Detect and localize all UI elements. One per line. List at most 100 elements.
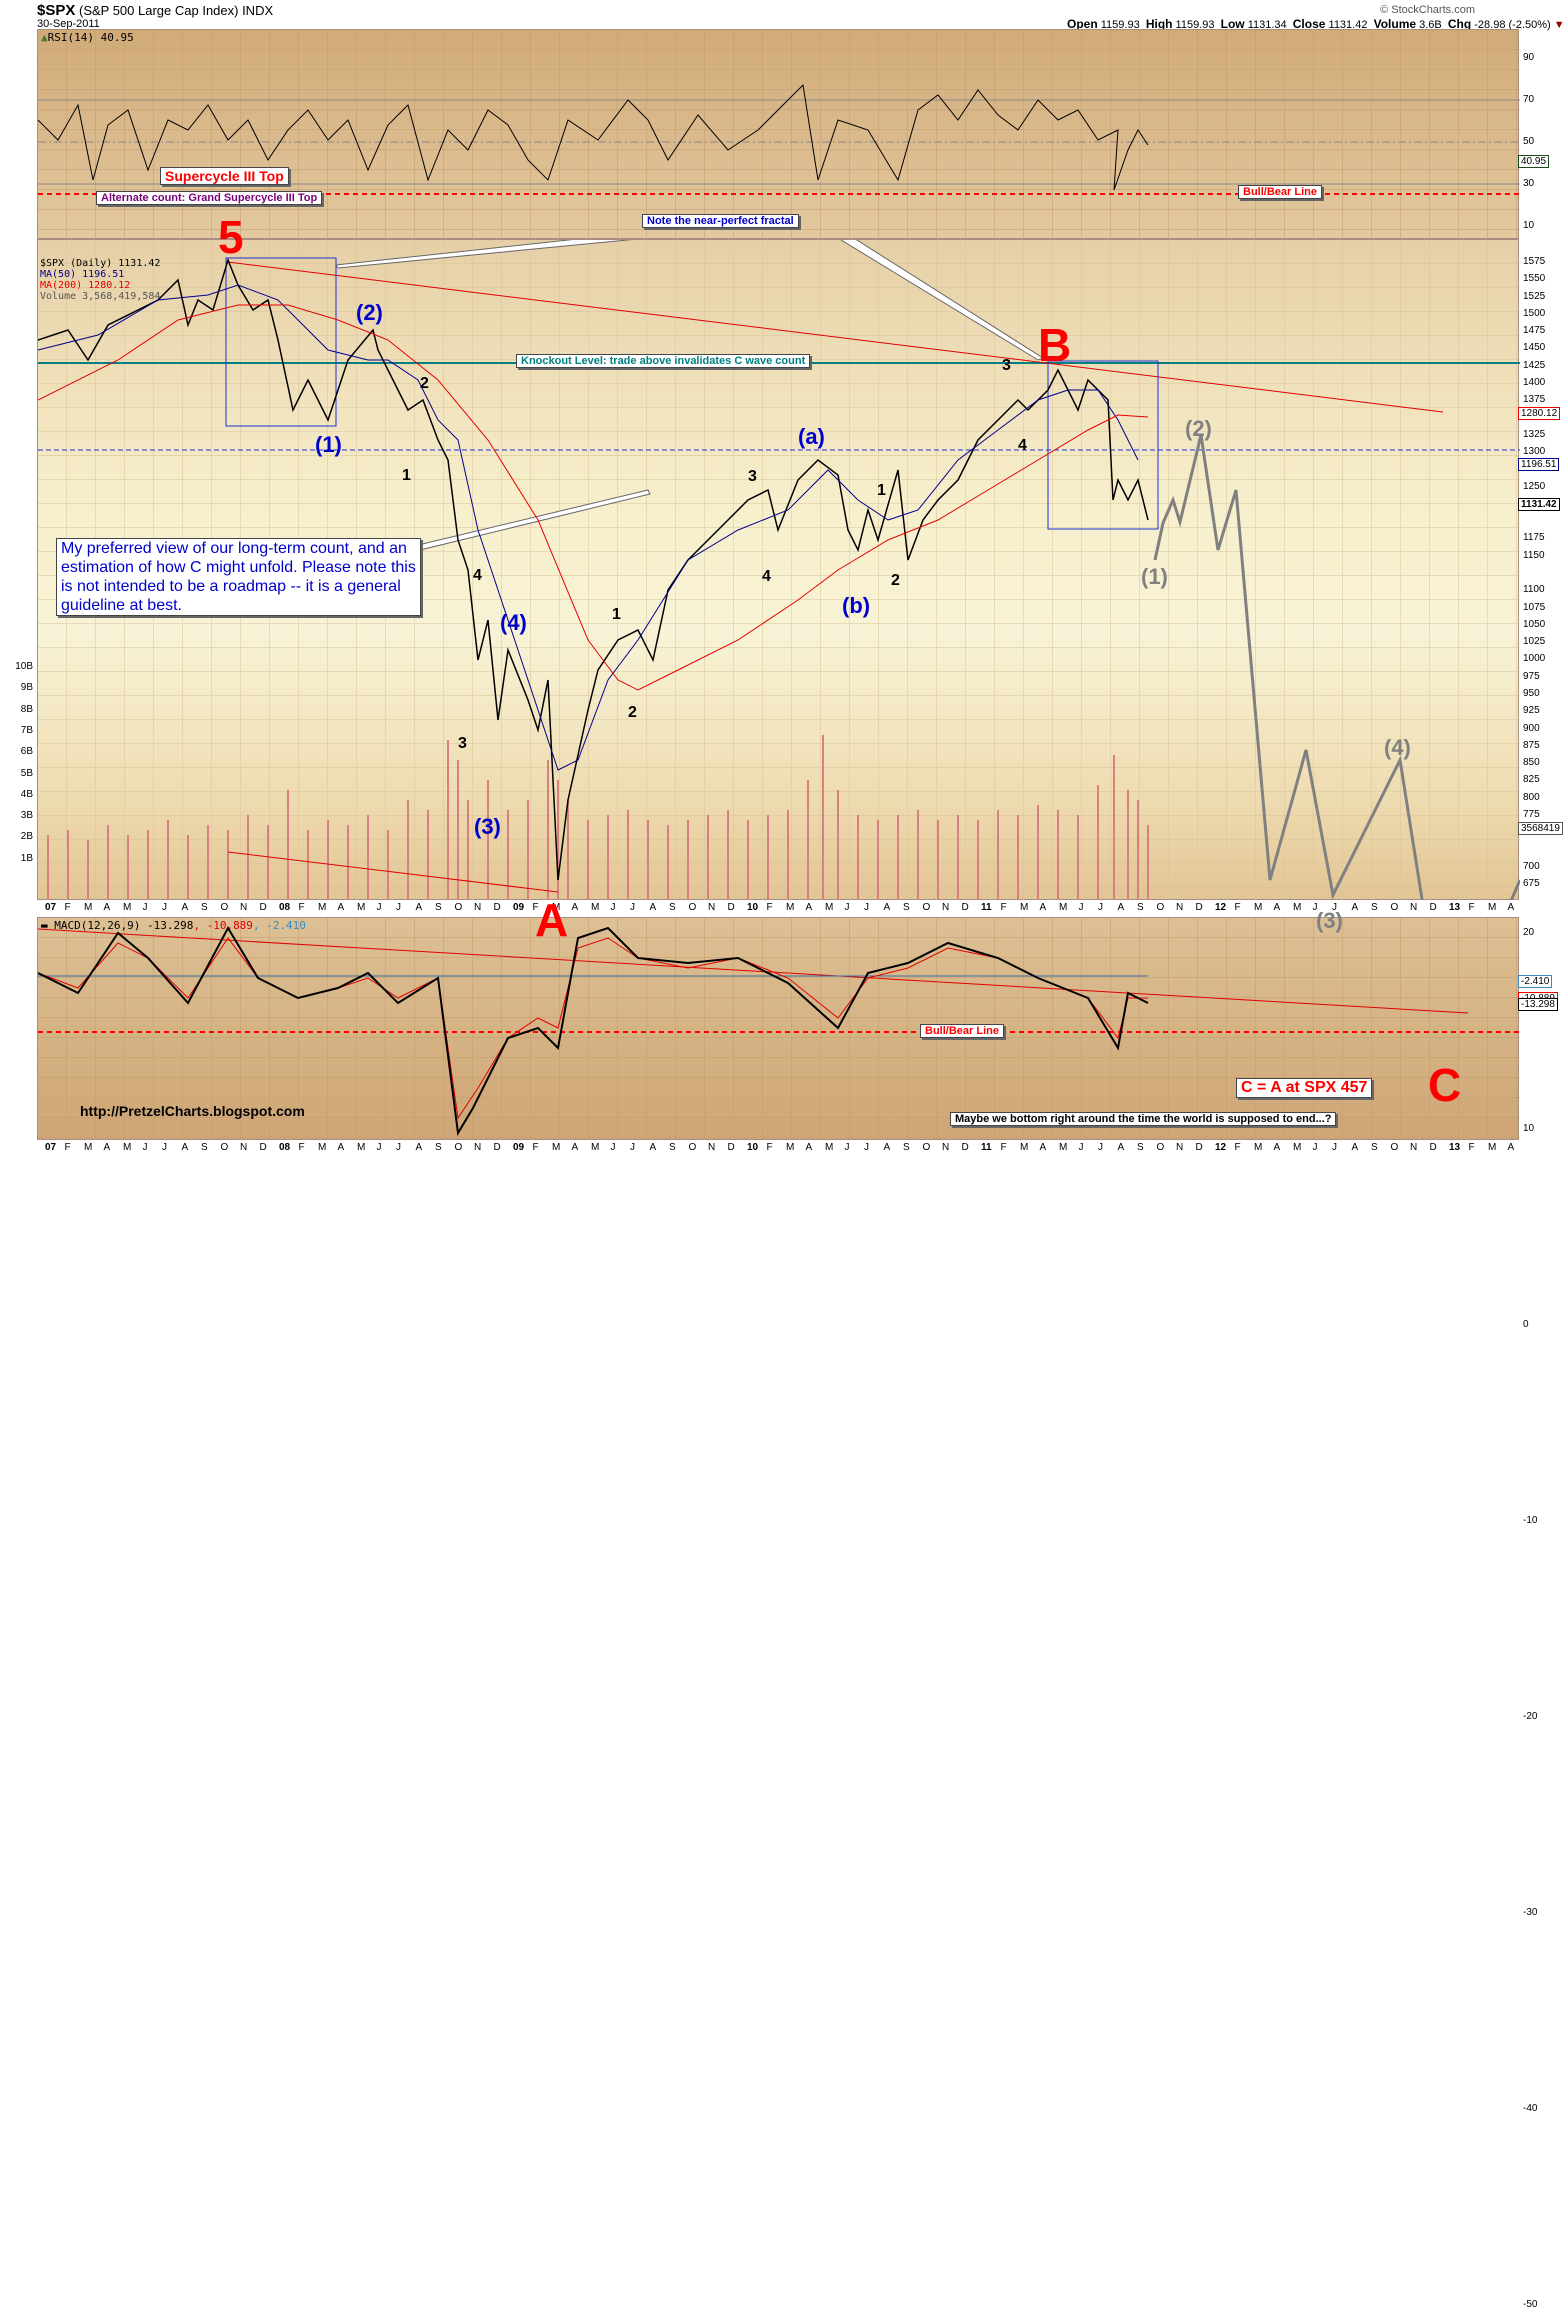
x-tick: J: [1332, 1142, 1337, 1153]
x-tick: N: [474, 1142, 482, 1153]
close-tag: 1131.42: [1518, 498, 1560, 511]
x-tick: M: [1020, 1142, 1029, 1153]
y-tick: -40: [1523, 2103, 1538, 2114]
x-tick: D: [727, 902, 735, 913]
x-tick: M: [123, 902, 132, 913]
x-tick: J: [864, 1142, 869, 1153]
x-tick: N: [240, 902, 248, 913]
x-tick: M: [1293, 902, 1302, 913]
x-tick: D: [1429, 1142, 1437, 1153]
spx-price-line: [38, 257, 1149, 881]
x-tick: D: [1429, 902, 1437, 913]
x-tick: S: [1371, 1142, 1378, 1153]
minor-label-1: 1: [877, 482, 886, 499]
x-axis-bottom: 07 F M A M J J A S O N D 08 F M A M J J A S O N D 09 F M A M J J A S O N D 1…: [37, 1140, 1519, 1156]
y-tick: 8B: [20, 703, 33, 715]
x-tick: A: [805, 902, 813, 913]
x-tick: A: [1117, 902, 1125, 913]
rsi-value-tag: 40.95: [1518, 155, 1550, 168]
x-tick: F: [1234, 1142, 1241, 1153]
x-axis-top: 07 F M A M J J A S O N D 08 F M A M J J A S O N D 09 F M A M J J A S O N D 1…: [37, 900, 1519, 916]
y-tick: 775: [1523, 808, 1540, 820]
minor-label-2: 2: [891, 572, 900, 589]
x-tick: A: [1507, 902, 1515, 913]
y-tick: 9B: [20, 682, 33, 694]
y-tick: 1500: [1523, 307, 1546, 319]
y-tick: 1300: [1523, 446, 1546, 458]
y-tick: 1375: [1523, 394, 1546, 406]
x-tick: M: [1488, 902, 1497, 913]
x-tick: N: [240, 1142, 248, 1153]
ma200-tag: 1280.12: [1518, 407, 1561, 420]
x-tick: 12: [1215, 1142, 1227, 1153]
x-tick: 10: [747, 1142, 759, 1153]
y-tick: 1000: [1523, 653, 1546, 665]
x-tick: S: [201, 902, 208, 913]
macd-bull-bear-label: Bull/Bear Line: [920, 1024, 1004, 1038]
world-end-label: Maybe we bottom right around the time th…: [950, 1112, 1337, 1126]
macd-plot: [38, 918, 1520, 1141]
y-tick: -30: [1523, 1907, 1538, 1918]
wave-label-4: (4): [500, 610, 527, 635]
x-tick: M: [84, 902, 93, 913]
x-tick: J: [1312, 1142, 1318, 1153]
y-tick: 6B: [20, 746, 33, 758]
x-tick: M: [84, 1142, 93, 1153]
x-tick: 09: [513, 1142, 525, 1153]
x-tick: O: [1156, 1142, 1165, 1153]
x-tick: 08: [279, 1142, 291, 1153]
y-tick: 1025: [1523, 636, 1546, 648]
x-tick: J: [630, 1142, 635, 1153]
knockout-note: Knockout Level: trade above invalidates …: [516, 354, 811, 368]
chart-title: $SPX (S&P 500 Large Cap Index) INDX: [37, 2, 274, 19]
x-tick: A: [181, 902, 189, 913]
x-tick: A: [1507, 1142, 1515, 1153]
x-tick: A: [649, 1142, 657, 1153]
x-tick: D: [961, 1142, 969, 1153]
y-tick: 1175: [1523, 532, 1545, 544]
x-tick: O: [454, 1142, 463, 1153]
blog-link[interactable]: http://PretzelCharts.blogspot.com: [80, 1103, 305, 1119]
x-tick: J: [162, 902, 167, 913]
chart-date: 30-Sep-2011: [37, 18, 100, 30]
y-tick: 1575: [1523, 256, 1546, 267]
y-tick: 0: [1523, 1319, 1529, 1330]
target-label: C = A at SPX 457: [1236, 1078, 1373, 1098]
x-tick: 11: [981, 1142, 992, 1153]
y-tick: -20: [1523, 1711, 1538, 1722]
x-tick: D: [259, 902, 267, 913]
x-tick: J: [396, 1142, 401, 1153]
supercycle-label: Supercycle III Top: [160, 167, 289, 185]
x-tick: A: [1117, 1142, 1125, 1153]
x-tick: F: [298, 1142, 305, 1153]
y-tick: 1325: [1523, 428, 1546, 440]
y-tick: 1075: [1523, 601, 1546, 613]
proj-label-4: (4): [1384, 735, 1411, 760]
preferred-view-note: My preferred view of our long-term count…: [56, 538, 421, 616]
minor-label-3: 3: [1002, 357, 1011, 374]
x-tick: N: [474, 902, 482, 913]
x-tick: S: [1137, 902, 1144, 913]
x-tick: O: [688, 1142, 697, 1153]
minor-label-2: 2: [420, 375, 429, 392]
x-tick: 10: [747, 902, 759, 913]
x-tick: F: [1000, 1142, 1007, 1153]
rsi-tick: 70: [1523, 94, 1535, 105]
x-tick: S: [1371, 902, 1378, 913]
x-tick: A: [337, 902, 345, 913]
x-tick: S: [669, 1142, 676, 1153]
minor-label-4: 4: [1018, 437, 1027, 454]
wave-label-1: (1): [315, 432, 342, 457]
x-tick: M: [357, 1142, 366, 1153]
x-tick: O: [1390, 902, 1399, 913]
x-tick: F: [298, 902, 305, 913]
y-tick: 10: [1523, 1123, 1535, 1134]
x-tick: J: [376, 1142, 382, 1153]
x-tick: O: [454, 902, 463, 913]
x-tick: F: [532, 902, 539, 913]
y-tick: 825: [1523, 774, 1540, 786]
x-tick: M: [1488, 1142, 1497, 1153]
x-tick: 11: [981, 902, 992, 913]
x-tick: O: [922, 902, 931, 913]
minor-label-4: 4: [762, 568, 771, 585]
